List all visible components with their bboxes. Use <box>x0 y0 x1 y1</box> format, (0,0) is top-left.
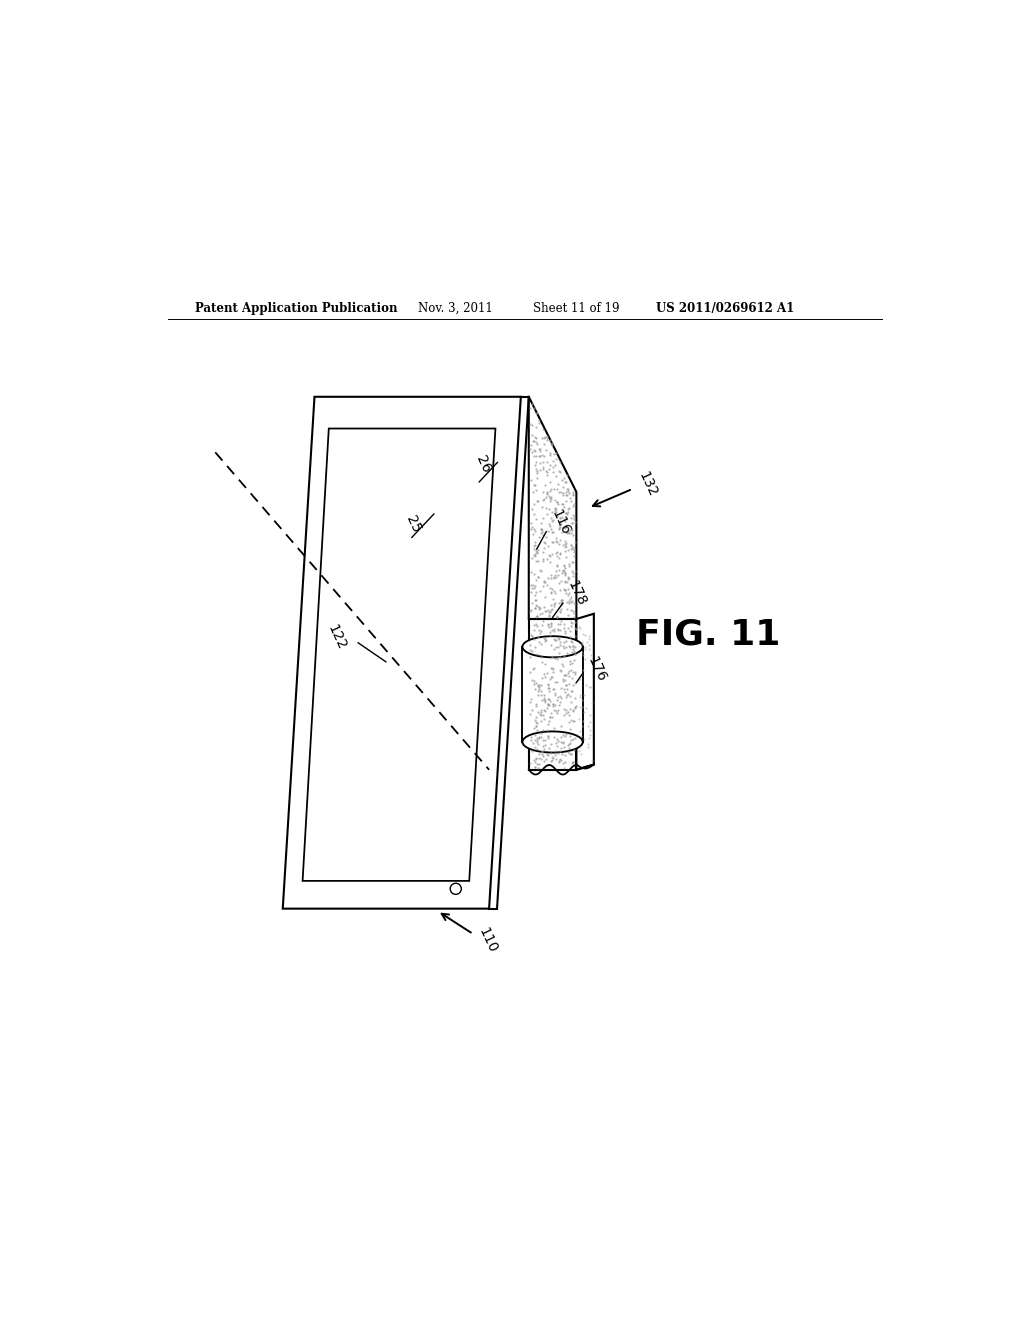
Text: Nov. 3, 2011: Nov. 3, 2011 <box>418 302 493 315</box>
Text: 26: 26 <box>473 453 494 475</box>
Text: 178: 178 <box>564 578 589 609</box>
Polygon shape <box>522 647 583 742</box>
Text: Patent Application Publication: Patent Application Publication <box>196 302 398 315</box>
Ellipse shape <box>522 731 583 752</box>
Text: Sheet 11 of 19: Sheet 11 of 19 <box>532 302 620 315</box>
Text: 176: 176 <box>585 655 608 685</box>
Text: 122: 122 <box>325 622 348 652</box>
Text: 132: 132 <box>636 469 659 499</box>
Text: US 2011/0269612 A1: US 2011/0269612 A1 <box>655 302 794 315</box>
Text: 25: 25 <box>403 513 424 535</box>
Text: 116: 116 <box>549 507 572 537</box>
Text: FIG. 11: FIG. 11 <box>636 618 780 652</box>
Text: 110: 110 <box>475 925 500 956</box>
Ellipse shape <box>522 636 583 657</box>
